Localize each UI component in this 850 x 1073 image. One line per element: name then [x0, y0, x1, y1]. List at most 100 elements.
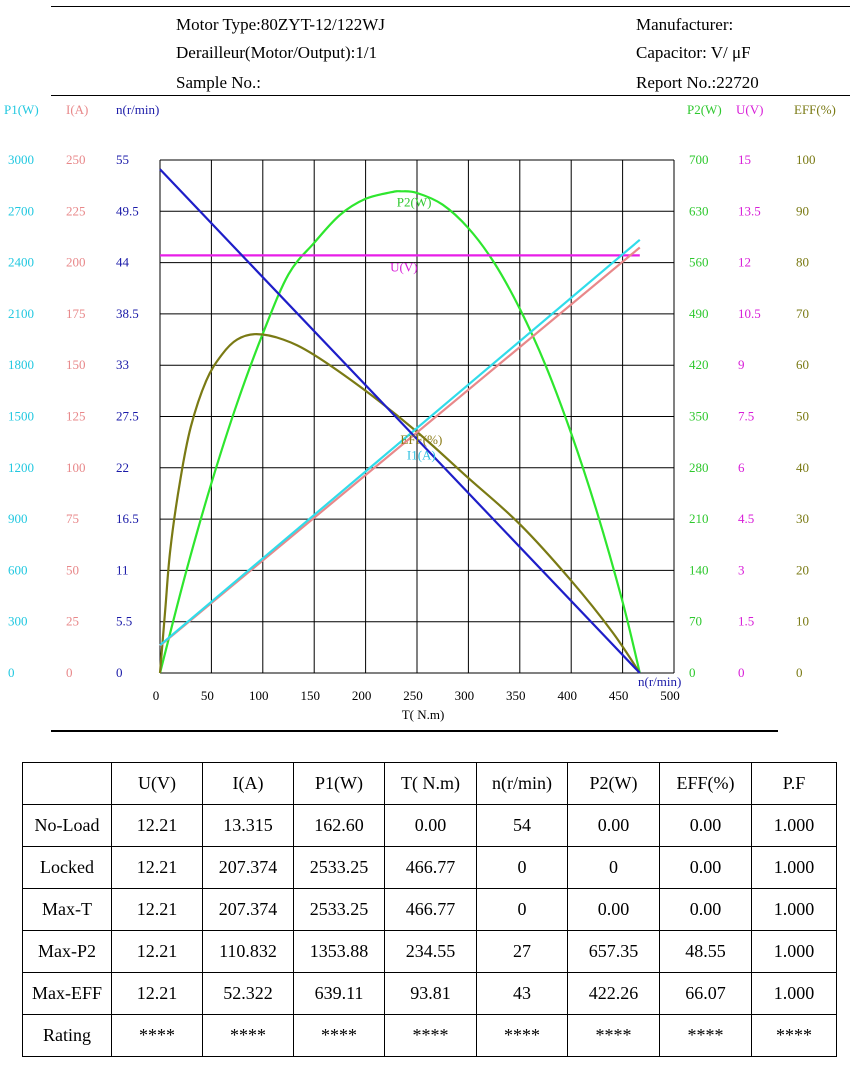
tick-label: 27.5 [116, 409, 139, 424]
tick-label: 1500 [8, 409, 34, 424]
table-cell: 110.832 [202, 930, 294, 973]
table-cell: **** [476, 1014, 568, 1057]
table-cell: 0.00 [384, 804, 477, 847]
table-cell: 12.21 [111, 804, 203, 847]
tick-label: 70 [689, 614, 702, 629]
tick-label: 900 [8, 511, 28, 526]
x-tick-label: 150 [300, 688, 320, 703]
axis-title: P2(W) [687, 102, 722, 117]
tick-label: 5.5 [116, 614, 132, 629]
tick-label: 300 [8, 614, 28, 629]
table-cell: 0 [567, 846, 660, 889]
tick-label: 40 [796, 460, 809, 475]
tick-label: 12 [738, 255, 751, 270]
table-cell: 12.21 [111, 888, 203, 931]
tick-label: 55 [116, 152, 129, 167]
table-column-header: EFF(%) [659, 762, 752, 805]
tick-label: 3 [738, 562, 745, 577]
tick-label: 16.5 [116, 511, 139, 526]
tick-label: 0 [116, 665, 123, 680]
axis-title: n(r/min) [116, 102, 159, 117]
tick-label: 1800 [8, 357, 34, 372]
tick-label: 90 [796, 203, 809, 218]
tick-label: 140 [689, 562, 709, 577]
table-column-header: P2(W) [567, 762, 660, 805]
x-axis-label: T( N.m) [402, 707, 445, 722]
chart-bottom-rule [51, 730, 778, 732]
curve-label: P2(W) [397, 195, 432, 210]
table-cell: 2533.25 [293, 846, 385, 889]
tick-label: 13.5 [738, 203, 761, 218]
table-cell: **** [202, 1014, 294, 1057]
header-rule [51, 95, 850, 96]
table-cell: 207.374 [202, 888, 294, 931]
tick-label: 210 [689, 511, 709, 526]
performance-chart: P1(W)30002700240021001800150012009006003… [4, 102, 836, 722]
derailleur: Derailleur(Motor/Output):1/1 [176, 43, 378, 62]
series-line-p1 [159, 238, 641, 647]
table-cell: 27 [476, 930, 568, 973]
x-tick-label: 450 [609, 688, 629, 703]
table-column-header: P1(W) [293, 762, 385, 805]
tick-label: 50 [66, 562, 79, 577]
tick-label: 4.5 [738, 511, 754, 526]
curve-label: U(V) [390, 260, 417, 275]
table-cell: 52.322 [202, 972, 294, 1015]
table-column-header: P.F [751, 762, 837, 805]
x-tick-label: 250 [403, 688, 423, 703]
table-cell: **** [384, 1014, 477, 1057]
table-row-label: No-Load [22, 804, 112, 847]
sample-no: Sample No.: [176, 73, 261, 92]
table-cell: 466.77 [384, 846, 477, 889]
series-line-n [159, 168, 641, 674]
table-cell: 162.60 [293, 804, 385, 847]
table-cell: 43 [476, 972, 568, 1015]
tick-label: 49.5 [116, 203, 139, 218]
tick-label: 75 [66, 511, 79, 526]
table-cell: 0.00 [567, 804, 660, 847]
tick-label: 30 [796, 511, 809, 526]
tick-label: 0 [738, 665, 745, 680]
table-cell: 2533.25 [293, 888, 385, 931]
x-tick-label: 300 [455, 688, 475, 703]
tick-label: 490 [689, 306, 709, 321]
table-cell: 1353.88 [293, 930, 385, 973]
series-line-i [159, 246, 641, 647]
tick-label: 200 [66, 255, 86, 270]
tick-label: 15 [738, 152, 751, 167]
table-row-label: Max-T [22, 888, 112, 931]
table-row: No-Load 12.21 13.315 162.60 0.00 54 0.00 0.00 1.… [22, 804, 837, 847]
tick-label: 70 [796, 306, 809, 321]
table-cell: 422.26 [567, 972, 660, 1015]
table-cell: **** [567, 1014, 660, 1057]
table-cell: 1.000 [751, 846, 837, 889]
tick-label: 6 [738, 460, 745, 475]
table-cell: **** [111, 1014, 203, 1057]
table-cell: 207.374 [202, 846, 294, 889]
table-row-label: Max-EFF [22, 972, 112, 1015]
tick-label: 280 [689, 460, 709, 475]
table-cell: 93.81 [384, 972, 477, 1015]
table-cell: 1.000 [751, 972, 837, 1015]
tick-label: 50 [796, 409, 809, 424]
table-row: Rating **** **** **** **** **** **** **** **** [22, 1014, 837, 1057]
table-cell: 466.77 [384, 888, 477, 931]
tick-label: 2100 [8, 306, 34, 321]
curve-label: EFF(%) [400, 432, 442, 447]
x-tick-label: 0 [153, 688, 160, 703]
x-tick-label: 100 [249, 688, 269, 703]
table-cell: 13.315 [202, 804, 294, 847]
tick-label: 0 [796, 665, 803, 680]
tick-label: 33 [116, 357, 129, 372]
tick-label: 2700 [8, 203, 34, 218]
tick-label: 100 [796, 152, 816, 167]
table-cell: 1.000 [751, 804, 837, 847]
tick-label: 175 [66, 306, 86, 321]
axis-title: U(V) [736, 102, 763, 117]
tick-label: 420 [689, 357, 709, 372]
tick-label: 1.5 [738, 614, 754, 629]
x-tick-label: 500 [660, 688, 680, 703]
table-cell: 1.000 [751, 930, 837, 973]
table-column-header: T( N.m) [384, 762, 477, 805]
table-row-label: Rating [22, 1014, 112, 1057]
